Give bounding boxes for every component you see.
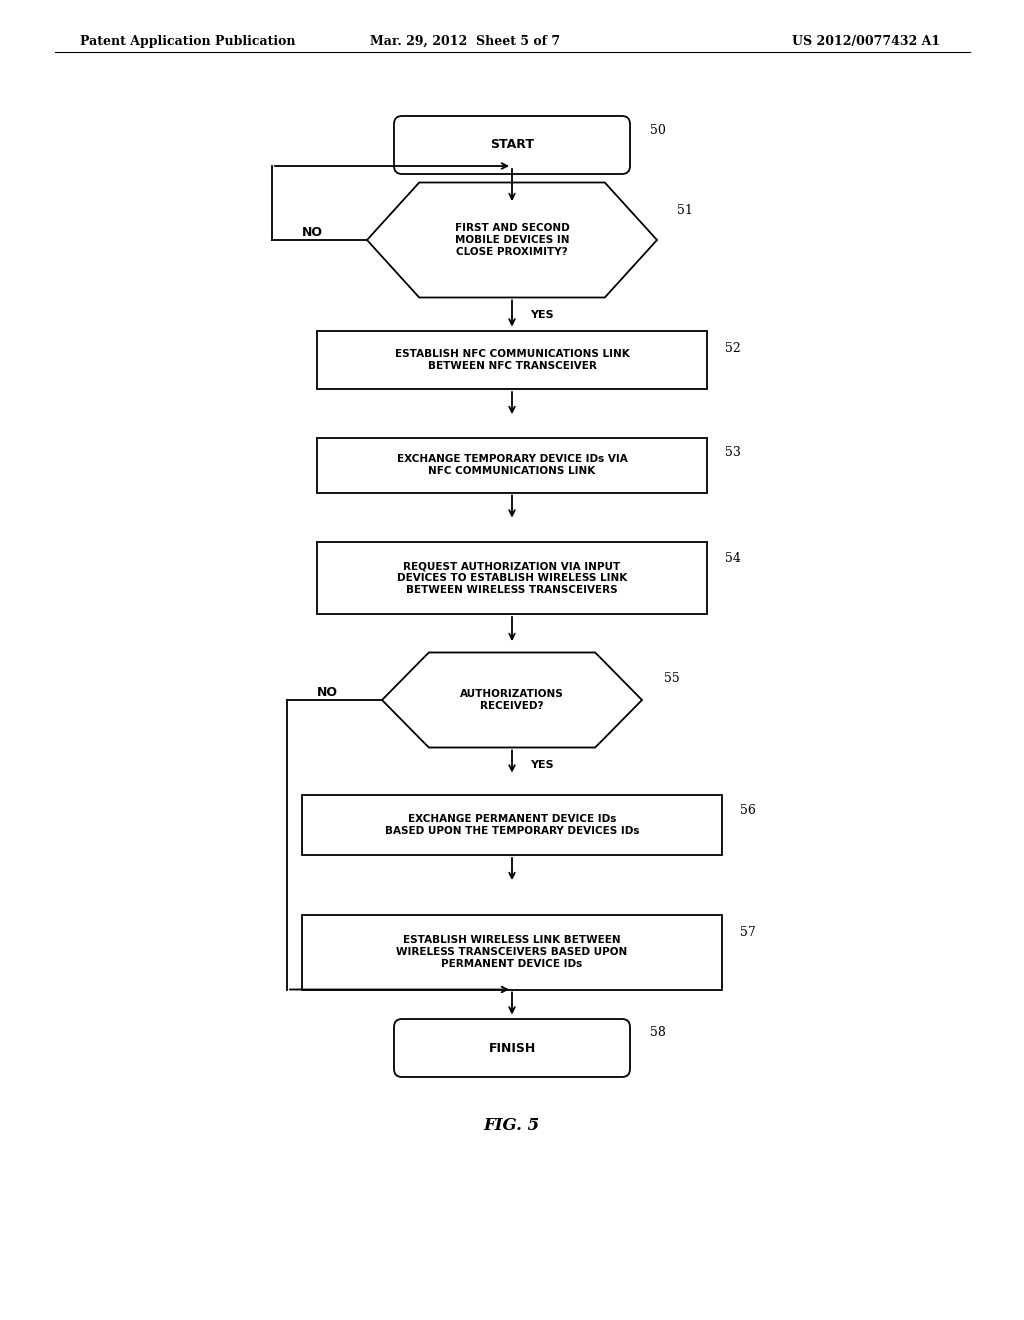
Text: ESTABLISH WIRELESS LINK BETWEEN
WIRELESS TRANSCEIVERS BASED UPON
PERMANENT DEVIC: ESTABLISH WIRELESS LINK BETWEEN WIRELESS… <box>396 936 628 969</box>
Text: YES: YES <box>530 309 554 319</box>
Text: FINISH: FINISH <box>488 1041 536 1055</box>
Text: NO: NO <box>316 685 338 698</box>
Text: REQUEST AUTHORIZATION VIA INPUT
DEVICES TO ESTABLISH WIRELESS LINK
BETWEEN WIREL: REQUEST AUTHORIZATION VIA INPUT DEVICES … <box>397 561 627 594</box>
Polygon shape <box>367 182 657 297</box>
Text: START: START <box>490 139 534 152</box>
FancyBboxPatch shape <box>394 1019 630 1077</box>
Text: Patent Application Publication: Patent Application Publication <box>80 36 296 48</box>
Text: EXCHANGE TEMPORARY DEVICE IDs VIA
NFC COMMUNICATIONS LINK: EXCHANGE TEMPORARY DEVICE IDs VIA NFC CO… <box>396 454 628 475</box>
Text: 58: 58 <box>650 1027 666 1040</box>
Text: FIRST AND SECOND
MOBILE DEVICES IN
CLOSE PROXIMITY?: FIRST AND SECOND MOBILE DEVICES IN CLOSE… <box>455 223 569 256</box>
Text: 50: 50 <box>650 124 666 136</box>
Text: 53: 53 <box>725 446 741 459</box>
Text: 51: 51 <box>677 203 693 216</box>
Bar <box>302 915 722 990</box>
Text: 54: 54 <box>725 552 741 565</box>
Polygon shape <box>382 652 642 747</box>
Bar <box>317 437 707 492</box>
Text: YES: YES <box>530 759 554 770</box>
Text: US 2012/0077432 A1: US 2012/0077432 A1 <box>792 36 940 48</box>
Bar <box>317 331 707 389</box>
Text: EXCHANGE PERMANENT DEVICE IDs
BASED UPON THE TEMPORARY DEVICES IDs: EXCHANGE PERMANENT DEVICE IDs BASED UPON… <box>385 814 639 836</box>
Text: AUTHORIZATIONS
RECEIVED?: AUTHORIZATIONS RECEIVED? <box>460 689 564 710</box>
Text: 56: 56 <box>740 804 756 817</box>
Text: 57: 57 <box>740 925 756 939</box>
Bar <box>317 543 707 614</box>
FancyBboxPatch shape <box>394 116 630 174</box>
Text: ESTABLISH NFC COMMUNICATIONS LINK
BETWEEN NFC TRANSCEIVER: ESTABLISH NFC COMMUNICATIONS LINK BETWEE… <box>394 350 630 371</box>
Bar <box>302 795 722 855</box>
Text: NO: NO <box>301 226 323 239</box>
Text: Mar. 29, 2012  Sheet 5 of 7: Mar. 29, 2012 Sheet 5 of 7 <box>370 36 560 48</box>
Text: 55: 55 <box>664 672 680 685</box>
Text: FIG. 5: FIG. 5 <box>484 1117 540 1134</box>
Text: 52: 52 <box>725 342 740 355</box>
